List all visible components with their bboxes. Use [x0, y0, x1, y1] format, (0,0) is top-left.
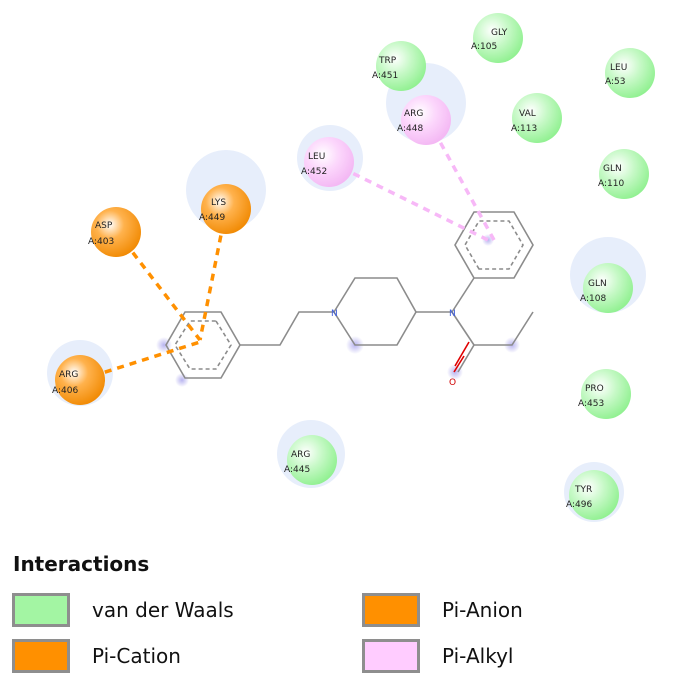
svg-text:LYS: LYS: [211, 198, 226, 208]
svg-text:LEU: LEU: [308, 152, 325, 162]
svg-text:GLN: GLN: [603, 164, 622, 174]
atom-glows: [156, 234, 520, 387]
legend-label-pi-anion: Pi-Anion: [442, 598, 523, 622]
oxygen-label: O: [449, 378, 456, 388]
legend-swatch-pi-alkyl: [362, 639, 420, 673]
bond-n-phenyl: [451, 277, 475, 313]
legend-label-pi-cation: Pi-Cation: [92, 644, 181, 668]
svg-text:A:448: A:448: [397, 124, 423, 134]
pi-anion-line-asp403: [115, 230, 202, 342]
legend-item-vdw: van der Waals: [12, 593, 234, 627]
svg-text:TYR: TYR: [574, 485, 592, 495]
right-phenyl-ring: [454, 211, 534, 279]
bond-n-carbonyl: [451, 311, 475, 346]
pi-alkyl-line-arg448: [426, 119, 496, 241]
legend-label-pi-alkyl: Pi-Alkyl: [442, 644, 514, 668]
right-phenyl-aromatic: [464, 220, 524, 270]
residue-gln110: GLN A:110: [598, 149, 649, 199]
legend-swatch-vdw: [12, 593, 70, 627]
carbonyl-bond: [453, 341, 475, 373]
residues: GLY A:105 TRP A:451 LEU A:53 ARG A:448 V…: [52, 13, 655, 520]
interactions-legend: Interactions van der Waals Pi-Anion Pi-C…: [0, 540, 688, 678]
svg-text:A:53: A:53: [605, 77, 625, 87]
svg-text:LEU: LEU: [610, 63, 627, 73]
svg-text:A:108: A:108: [580, 294, 606, 304]
svg-text:TRP: TRP: [378, 56, 397, 66]
legend-item-pi-cation: Pi-Cation: [12, 639, 181, 673]
svg-text:A:105: A:105: [471, 42, 497, 52]
residue-lys449: LYS A:449: [199, 184, 251, 234]
legend-item-pi-alkyl: Pi-Alkyl: [362, 639, 513, 673]
svg-text:VAL: VAL: [519, 109, 536, 119]
legend-swatch-pi-anion: [362, 593, 420, 627]
residue-tyr496: TYR A:496: [566, 470, 619, 520]
svg-text:A:453: A:453: [578, 399, 604, 409]
left-phenyl-ring: [165, 311, 241, 379]
pi-cation-line-lys449: [198, 209, 228, 341]
svg-text:A:452: A:452: [301, 167, 327, 177]
residue-val113: VAL A:113: [511, 93, 562, 143]
legend-swatch-pi-cation: [12, 639, 70, 673]
ethyl-linker: [240, 311, 334, 346]
residue-leu452: LEU A:452: [301, 137, 354, 187]
left-phenyl-aromatic: [174, 320, 232, 370]
svg-text:GLN: GLN: [588, 279, 607, 289]
svg-text:A:449: A:449: [199, 213, 225, 223]
residue-gly105: GLY A:105: [471, 13, 523, 63]
interaction-diagram: N N O GLY A:105 TRP A:451 LEU A:53 ARG A…: [47, 13, 655, 522]
legend-label-vdw: van der Waals: [92, 598, 234, 622]
svg-text:A:445: A:445: [284, 465, 310, 475]
svg-text:A:113: A:113: [511, 124, 537, 134]
svg-text:A:451: A:451: [372, 71, 398, 81]
piperidine-ring: [333, 277, 417, 346]
svg-text:ARG: ARG: [291, 450, 310, 460]
svg-text:A:110: A:110: [598, 179, 624, 189]
residue-asp403: ASP A:403: [88, 207, 141, 257]
pi-cation-line-arg406: [79, 340, 201, 382]
svg-text:PRO: PRO: [585, 384, 604, 394]
svg-text:GLY: GLY: [491, 28, 508, 38]
residue-arg406: ARG A:406: [52, 355, 105, 405]
interaction-lines: [79, 119, 496, 382]
diagram-canvas: N N O GLY A:105 TRP A:451 LEU A:53 ARG A…: [47, 13, 655, 522]
residue-pro453: PRO A:453: [578, 369, 631, 419]
svg-text:A:403: A:403: [88, 237, 114, 247]
propionyl-chain: [474, 311, 534, 346]
svg-text:ASP: ASP: [95, 221, 113, 231]
ligand-structure: [165, 211, 534, 379]
residue-gln108: GLN A:108: [580, 263, 633, 313]
residue-trp451: TRP A:451: [372, 41, 426, 91]
legend-title: Interactions: [13, 552, 150, 576]
svg-text:ARG: ARG: [404, 109, 423, 119]
nitrogen-label-piperidine: N: [331, 309, 338, 319]
svg-text:A:496: A:496: [566, 500, 592, 510]
pi-alkyl-line-leu452: [329, 160, 489, 242]
legend-item-pi-anion: Pi-Anion: [362, 593, 523, 627]
svg-text:A:406: A:406: [52, 386, 78, 396]
residue-arg448: ARG A:448: [397, 95, 451, 145]
residue-arg445: ARG A:445: [284, 435, 337, 485]
residue-leu53: LEU A:53: [605, 48, 655, 98]
nitrogen-label-amide: N: [449, 309, 456, 319]
svg-text:ARG: ARG: [59, 370, 78, 380]
